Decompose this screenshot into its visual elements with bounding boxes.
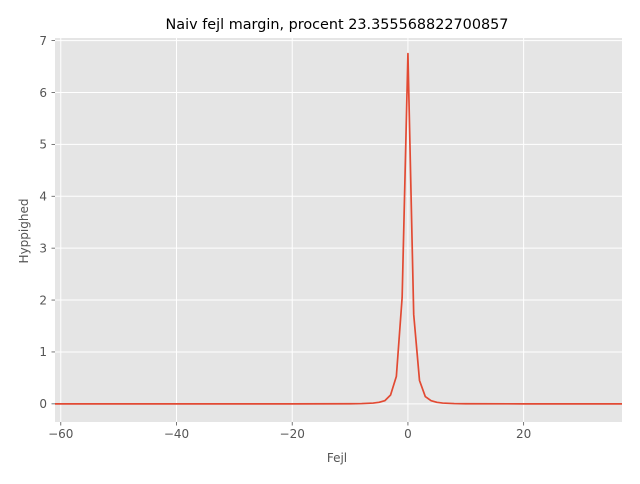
x-tick-label: −40 <box>164 427 189 441</box>
grid-lines <box>55 38 622 422</box>
y-tick-label: 4 <box>39 190 47 204</box>
y-tick-label: 7 <box>39 34 47 48</box>
x-axis-label: Fejl <box>327 451 347 465</box>
x-tick-label: −20 <box>280 427 305 441</box>
y-tick-label: 2 <box>39 293 47 307</box>
y-tick-label: 5 <box>39 138 47 152</box>
y-tick-label: 0 <box>39 397 47 411</box>
y-tick-label: 1 <box>39 345 47 359</box>
x-tick-label: −60 <box>48 427 73 441</box>
y-tick-label: 3 <box>39 241 47 255</box>
plot-area <box>55 38 622 422</box>
x-tick-label: 20 <box>516 427 531 441</box>
series-line <box>55 52 622 405</box>
chart-title: Naiv fejl margin, procent 23.35556882270… <box>166 17 509 33</box>
x-tick-label: 0 <box>404 427 412 441</box>
y-axis-label: Hyppighed <box>17 199 31 264</box>
y-tick-label: 6 <box>39 86 47 100</box>
axis-ticks: −60 −40 −20 0 20 0 1 2 3 4 5 6 7 <box>39 34 531 441</box>
